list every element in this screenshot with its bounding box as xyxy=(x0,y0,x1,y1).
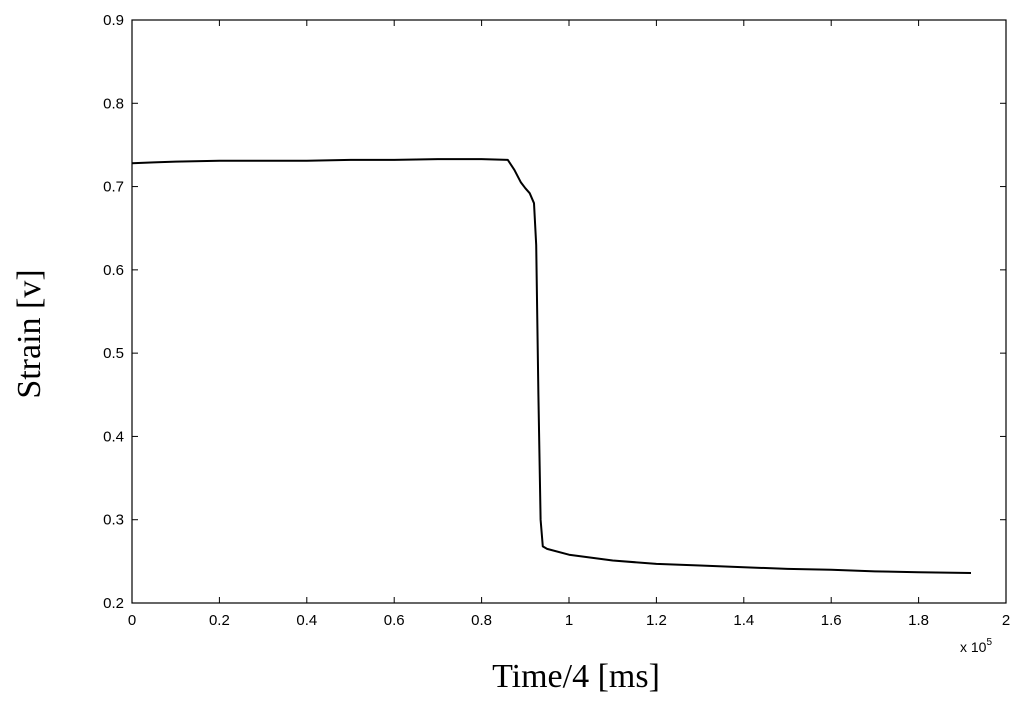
y-axis-title: Strain [v] xyxy=(11,269,48,398)
x-tick-label: 1.2 xyxy=(646,612,667,629)
x-multiplier-label: x 105 xyxy=(960,637,992,655)
x-tick-label: 0.2 xyxy=(209,612,230,629)
y-tick-labels: 0.2 0.3 0.4 0.5 0.6 0.7 0.8 0.9 xyxy=(103,12,124,612)
y-tick-label: 0.2 xyxy=(103,595,124,612)
x-tick-label: 0.6 xyxy=(384,612,405,629)
x-tick-label: 0.8 xyxy=(471,612,492,629)
x-tick-label: 0.4 xyxy=(296,612,317,629)
axis-ticks xyxy=(131,19,1007,604)
plot-area xyxy=(131,19,1007,604)
x-tick-label: 0 xyxy=(128,612,136,629)
x-tick-labels: 0 0.2 0.4 0.6 0.8 1 1.2 1.4 1.6 1.8 2 xyxy=(128,612,1010,629)
x-tick-label: 1 xyxy=(565,612,573,629)
series-line xyxy=(131,158,972,574)
y-tick-label: 0.4 xyxy=(103,428,124,445)
x-multiplier-exponent: 5 xyxy=(986,637,992,648)
x-axis-title: Time/4 [ms] xyxy=(492,658,660,695)
x-multiplier-base: x 10 xyxy=(960,639,987,655)
y-tick-label: 0.8 xyxy=(103,95,124,112)
y-tick-label: 0.9 xyxy=(103,12,124,29)
x-tick-label: 1.4 xyxy=(733,612,754,629)
x-tick-label: 1.8 xyxy=(908,612,929,629)
y-tick-label: 0.3 xyxy=(103,512,124,529)
y-tick-label: 0.7 xyxy=(103,179,124,196)
y-tick-label: 0.5 xyxy=(103,345,124,362)
x-tick-label: 2 xyxy=(1002,612,1010,629)
y-tick-label: 0.6 xyxy=(103,262,124,279)
x-tick-label: 1.6 xyxy=(821,612,842,629)
